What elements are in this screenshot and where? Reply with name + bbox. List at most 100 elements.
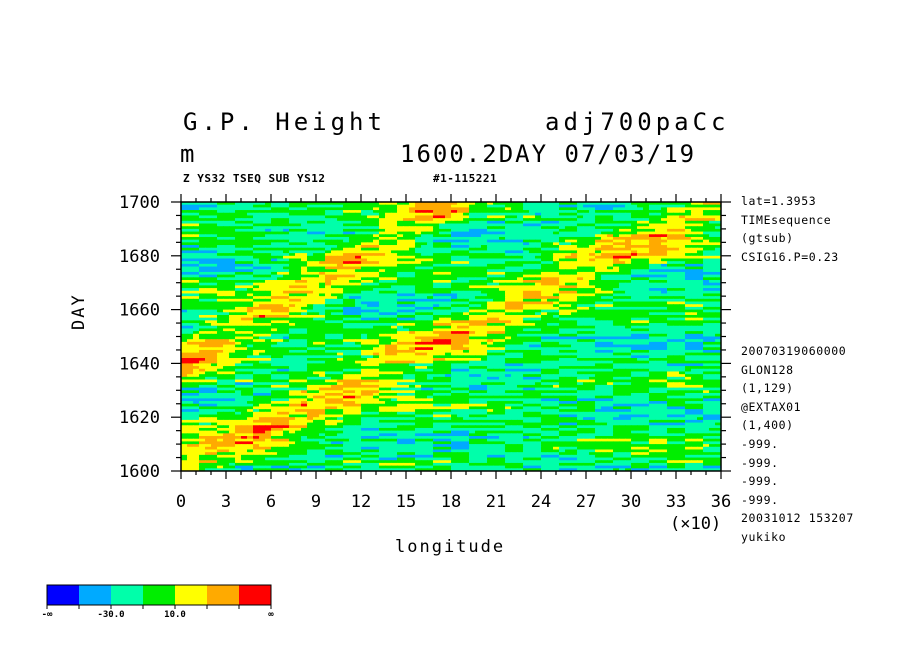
- heatmap-cell: [589, 317, 596, 321]
- heatmap-cell: [361, 215, 368, 219]
- heatmap-cell: [703, 293, 710, 297]
- heatmap-cell: [259, 261, 266, 265]
- heatmap-cell: [595, 282, 602, 286]
- heatmap-cell: [691, 301, 698, 305]
- heatmap-cell: [709, 269, 716, 273]
- heatmap-cell: [301, 202, 308, 206]
- heatmap-cell: [211, 218, 218, 222]
- heatmap-cell: [451, 344, 458, 348]
- heatmap-cell: [277, 212, 284, 217]
- heatmap-cell: [271, 277, 278, 281]
- heatmap-cell: [307, 212, 314, 217]
- heatmap-cell: [337, 242, 344, 246]
- heatmap-cell: [199, 304, 206, 308]
- heatmap-cell: [301, 274, 308, 278]
- heatmap-cell: [505, 204, 512, 208]
- heatmap-cell: [673, 242, 680, 246]
- heatmap-cell: [517, 328, 524, 332]
- heatmap-cell: [577, 223, 584, 227]
- heatmap-cell: [331, 210, 338, 214]
- heatmap-cell: [313, 239, 320, 243]
- heatmap-cell: [523, 255, 530, 260]
- heatmap-cell: [415, 325, 422, 330]
- heatmap-cell: [343, 288, 350, 292]
- heatmap-cell: [391, 298, 398, 303]
- heatmap-cell: [421, 220, 428, 225]
- heatmap-cell: [433, 253, 440, 257]
- heatmap-cell: [181, 255, 188, 260]
- heatmap-cell: [385, 223, 392, 227]
- heatmap-cell: [391, 290, 398, 295]
- heatmap-cell: [373, 263, 380, 268]
- heatmap-cell: [481, 234, 488, 238]
- heatmap-cell: [667, 204, 674, 208]
- heatmap-cell: [649, 220, 656, 225]
- heatmap-cell: [535, 261, 542, 265]
- heatmap-cell: [445, 344, 452, 348]
- heatmap-cell: [463, 336, 470, 340]
- heatmap-cell: [511, 298, 518, 303]
- heatmap-cell: [511, 288, 518, 292]
- heatmap-cell: [607, 250, 614, 254]
- heatmap-cell: [325, 285, 332, 289]
- heatmap-cell: [667, 312, 674, 316]
- heatmap-cell: [487, 218, 494, 222]
- heatmap-cell: [649, 212, 656, 217]
- heatmap-cell: [193, 202, 200, 206]
- heatmap-cell: [247, 323, 254, 327]
- heatmap-cell: [643, 288, 650, 292]
- heatmap-cell: [595, 298, 602, 303]
- heatmap-cell: [439, 277, 446, 281]
- heatmap-cell: [307, 277, 314, 281]
- heatmap-cell: [313, 314, 320, 319]
- heatmap-cell: [439, 234, 446, 238]
- heatmap-cell: [415, 336, 422, 340]
- heatmap-cell: [223, 317, 230, 321]
- heatmap-cell: [433, 255, 440, 260]
- heatmap-cell: [487, 282, 494, 286]
- heatmap-cell: [463, 228, 470, 233]
- heatmap-cell: [427, 220, 434, 225]
- heatmap-cell: [607, 274, 614, 278]
- heatmap-cell: [655, 296, 662, 300]
- heatmap-cell: [223, 320, 230, 324]
- heatmap-cell: [205, 306, 212, 311]
- heatmap-cell: [451, 266, 458, 270]
- heatmap-cell: [499, 210, 506, 214]
- heatmap-cell: [301, 234, 308, 238]
- heatmap-cell: [205, 320, 212, 324]
- heatmap-cell: [409, 228, 416, 233]
- heatmap-cell: [679, 228, 686, 233]
- heatmap-cell: [667, 293, 674, 297]
- heatmap-cell: [421, 306, 428, 311]
- heatmap-cell: [463, 239, 470, 243]
- heatmap-cell: [583, 202, 590, 206]
- heatmap-cell: [523, 231, 530, 235]
- heatmap-cell: [283, 331, 290, 335]
- heatmap-cell: [211, 323, 218, 327]
- heatmap-cell: [301, 344, 308, 348]
- heatmap-cell: [529, 269, 536, 273]
- heatmap-cell: [205, 228, 212, 233]
- heatmap-cell: [331, 331, 338, 335]
- heatmap-cell: [673, 253, 680, 257]
- heatmap-cell: [511, 210, 518, 214]
- heatmap-cell: [337, 341, 344, 346]
- heatmap-cell: [631, 344, 638, 348]
- heatmap-cell: [673, 271, 680, 276]
- heatmap-cell: [181, 336, 188, 340]
- heatmap-cell: [673, 266, 680, 270]
- heatmap-cell: [235, 220, 242, 225]
- heatmap-cell: [427, 274, 434, 278]
- heatmap-cell: [643, 325, 650, 330]
- heatmap-cell: [715, 263, 721, 268]
- heatmap-cell: [217, 207, 224, 211]
- heatmap-cell: [601, 269, 608, 273]
- heatmap-cell: [631, 274, 638, 278]
- heatmap-cell: [205, 280, 212, 284]
- heatmap-cell: [181, 263, 188, 268]
- heatmap-cell: [241, 231, 248, 235]
- heatmap-cell: [577, 204, 584, 208]
- heatmap-cell: [649, 218, 656, 222]
- heatmap-cell: [439, 207, 446, 211]
